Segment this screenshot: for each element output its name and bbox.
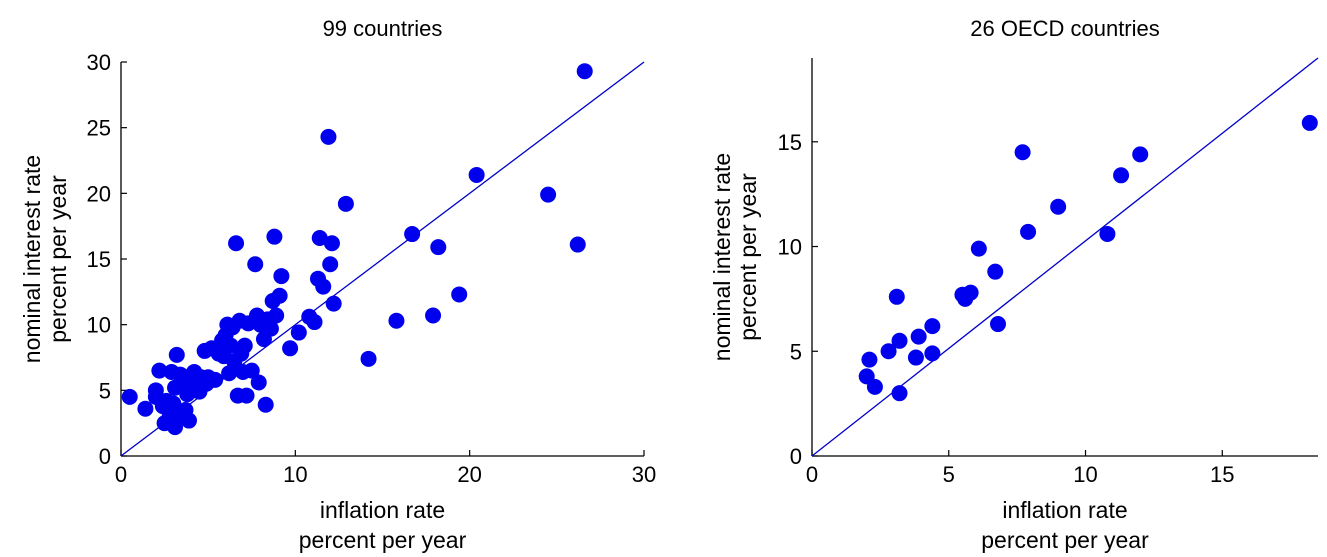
y-tick-label: 0 xyxy=(99,444,111,469)
data-point xyxy=(987,263,1004,280)
data-point xyxy=(1099,225,1116,242)
data-point xyxy=(468,166,485,183)
panel-oecd-countries: 26 OECD countries 0 5 10 15 0 5 10 15 inflation r… xyxy=(709,16,1319,553)
data-point xyxy=(970,240,987,257)
data-point xyxy=(262,320,279,337)
data-point xyxy=(137,400,154,417)
data-point xyxy=(238,387,255,404)
data-point xyxy=(910,328,927,345)
data-point xyxy=(924,318,941,335)
data-point xyxy=(1020,223,1037,240)
y-tick-label: 20 xyxy=(87,181,111,206)
data-point xyxy=(250,374,267,391)
y-tick-label: 0 xyxy=(790,444,802,469)
data-point xyxy=(282,340,299,357)
y-tick-label: 5 xyxy=(790,339,802,364)
x-tick-label: 30 xyxy=(632,462,656,487)
x-tick-label: 10 xyxy=(283,462,307,487)
data-point xyxy=(306,314,323,331)
reference-line xyxy=(811,57,1319,457)
data-point xyxy=(907,349,924,366)
data-point xyxy=(404,226,421,243)
data-point xyxy=(540,186,557,203)
data-point xyxy=(315,278,332,295)
y-axis-label-unit: percent per year xyxy=(45,175,71,343)
data-point xyxy=(1113,167,1130,184)
data-point xyxy=(243,362,260,379)
data-point xyxy=(121,388,138,405)
data-point xyxy=(891,385,908,402)
y-axis-label: nominal interest rate xyxy=(709,153,735,361)
data-point xyxy=(962,284,979,301)
data-point xyxy=(207,371,224,388)
data-point xyxy=(1301,114,1318,131)
data-point xyxy=(147,382,164,399)
y-tick-label: 10 xyxy=(87,313,111,338)
y-tick-label: 15 xyxy=(87,247,111,272)
data-point xyxy=(1050,198,1067,215)
x-tick-label: 10 xyxy=(1073,462,1097,487)
data-point xyxy=(320,128,337,145)
x-tick-label: 0 xyxy=(115,462,127,487)
chart-title: 99 countries xyxy=(323,16,443,41)
x-tick-label: 5 xyxy=(943,462,955,487)
data-point xyxy=(924,345,941,362)
x-tick-label: 15 xyxy=(1210,462,1234,487)
x-tick-label: 20 xyxy=(457,462,481,487)
data-point xyxy=(891,332,908,349)
x-axis-label-unit: percent per year xyxy=(981,527,1149,553)
data-point xyxy=(451,286,468,303)
data-point xyxy=(268,307,285,324)
data-point xyxy=(360,350,377,367)
data-point xyxy=(880,343,897,360)
data-point xyxy=(257,396,274,413)
y-axis-label-unit: percent per year xyxy=(735,173,761,341)
y-axis-label: nominal interest rate xyxy=(19,155,45,363)
x-tick-label: 0 xyxy=(806,462,818,487)
data-point xyxy=(180,412,197,429)
chart-title: 26 OECD countries xyxy=(970,16,1160,41)
data-point xyxy=(1014,144,1031,161)
data-point xyxy=(323,235,340,252)
data-point xyxy=(322,256,339,273)
data-point xyxy=(168,346,185,363)
y-tick-label: 25 xyxy=(87,116,111,141)
data-point xyxy=(388,312,405,329)
y-tick-label: 15 xyxy=(778,130,802,155)
data-point xyxy=(866,378,883,395)
x-axis-label-unit: percent per year xyxy=(299,527,467,553)
data-point xyxy=(325,295,342,312)
data-point xyxy=(861,351,878,368)
data-point xyxy=(569,236,586,253)
y-tick-label: 5 xyxy=(99,378,111,403)
data-point xyxy=(228,235,245,252)
data-point xyxy=(425,307,442,324)
data-point xyxy=(165,395,182,412)
x-axis-label: inflation rate xyxy=(1002,497,1127,523)
data-point xyxy=(989,316,1006,333)
data-point xyxy=(888,288,905,305)
data-point xyxy=(236,337,253,354)
data-point xyxy=(430,239,447,256)
y-tick-label: 30 xyxy=(87,50,111,75)
data-point xyxy=(311,229,328,246)
x-axis-label: inflation rate xyxy=(320,497,445,523)
data-point xyxy=(337,195,354,212)
data-point xyxy=(247,256,264,273)
data-point xyxy=(151,362,168,379)
panel-99-countries: 99 countries 0 10 20 30 0 5 10 15 20 25 30 inflation… xyxy=(19,16,656,553)
data-point xyxy=(271,287,288,304)
data-point xyxy=(273,268,290,285)
y-tick-label: 10 xyxy=(778,235,802,260)
data-point xyxy=(576,63,593,80)
data-point xyxy=(266,228,283,245)
data-point xyxy=(1132,146,1149,163)
data-point xyxy=(290,324,307,341)
